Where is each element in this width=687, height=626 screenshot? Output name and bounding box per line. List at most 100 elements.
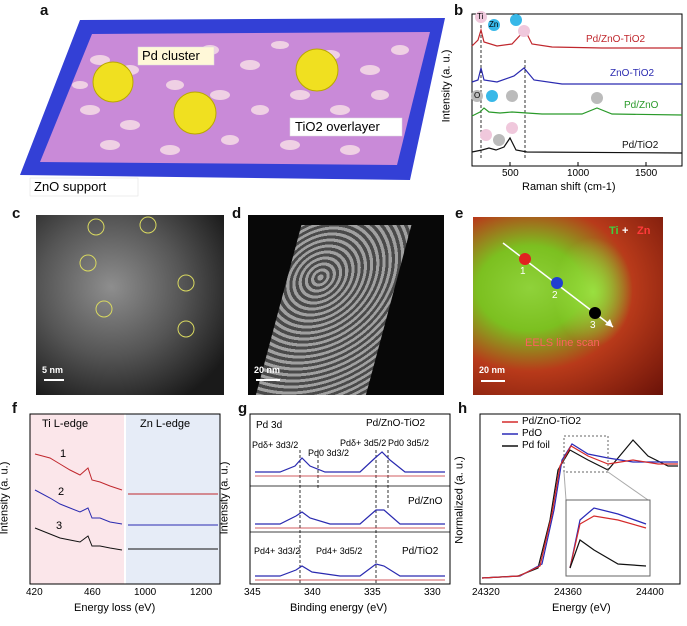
eels-point-1 (519, 253, 531, 265)
panel-a-schematic (20, 18, 445, 197)
xanes-plot (479, 413, 681, 585)
series-zno-tio2 (471, 67, 682, 85)
eels-point-2 (551, 277, 563, 289)
panel-a-label: a (40, 2, 49, 19)
xanes-legend-pd-foil: Pd foil (522, 440, 550, 451)
eels-map-image: Ti + Zn 1 2 3 EELS line scan 20 nm (473, 217, 663, 395)
marker-ti: Ti (477, 12, 484, 21)
xps-peak-pd4-3d32: Pd4+ 3d3/2 (254, 546, 301, 556)
scale-bar-d: 20 nm (254, 365, 281, 375)
raman-markers (471, 11, 603, 146)
eels-point-label-2: 2 (552, 290, 558, 301)
xanes-pd-zno-tio2 (481, 445, 678, 579)
eels-curve-label-3: 3 (56, 520, 63, 532)
xps-xlabel: Binding energy (eV) (290, 602, 388, 614)
eels-line-scan-label: EELS line scan (525, 337, 600, 349)
xanes-legend-pd-zno-tio2: Pd/ZnO-TiO2 (522, 416, 582, 427)
panel-c: c 5 nm (0, 205, 230, 395)
legend-zn: Zn (637, 225, 651, 237)
eels-curve-label-1: 1 (60, 448, 67, 460)
panel-f: f Ti L-edge Zn L-edge 1 2 3 Intensity (a… (0, 400, 230, 626)
xanes-xlabel: Energy (eV) (552, 602, 611, 614)
pd-cluster-label: Pd cluster (142, 48, 200, 63)
xps-peak-pd4-3d52: Pd4+ 3d5/2 (316, 546, 363, 556)
eels-ylabel: Intensity (a. u.) (0, 461, 11, 535)
xanes-pd-foil (481, 439, 678, 579)
eels-curve-label-2: 2 (58, 486, 65, 498)
scale-bar-e: 20 nm (479, 365, 506, 375)
ti-edge-label: Ti L-edge (42, 418, 89, 430)
xps-bot-fit (255, 563, 445, 577)
xps-peak-pd0-3d32: Pd0 3d3/2 (308, 448, 350, 458)
panel-h: h Pd/ZnO-TiO2 PdO Pd foil Normalized (a.… (454, 400, 687, 626)
eels-xtick-1000: 1000 (134, 587, 157, 598)
pd-cluster-label-box (137, 46, 215, 66)
xanes-xtick-24320: 24320 (472, 587, 500, 598)
stem-image-d: 20 nm (248, 215, 444, 395)
panel-g-label: g (238, 400, 248, 417)
xps-xtick-335: 335 (364, 587, 381, 598)
zno-label-box (29, 177, 139, 197)
pd-cluster-3 (295, 48, 339, 92)
raman-plot (471, 11, 683, 167)
xps-xtick-330: 330 (424, 587, 441, 598)
panel-b: b Ti Zn O Pd/ZnO-TiO2 ZnO-TiO2 Pd/ZnO Pd… (440, 0, 687, 200)
panel-d-label: d (232, 205, 242, 222)
panel-b-label: b (454, 2, 464, 19)
marker-zn: Zn (489, 20, 499, 29)
xps-mid-fit (255, 509, 445, 525)
panel-c-label: c (12, 205, 21, 222)
series-pd-zno-tio2 (471, 27, 682, 49)
eels-xtick-460: 460 (84, 587, 101, 598)
xps-top-label: Pd/ZnO-TiO2 (366, 418, 426, 429)
raman-xticks (509, 162, 647, 166)
xps-peak-pd0-3d52: Pd0 3d5/2 (388, 438, 430, 448)
eels-spectra-plot (29, 413, 221, 585)
panel-a: a Pd cluster Ti (0, 0, 450, 200)
series-pd-zno (471, 107, 683, 117)
eels-curve-1 (34, 453, 123, 491)
series-label-zno-tio2: ZnO-TiO2 (610, 68, 655, 79)
xps-mid-label: Pd/ZnO (408, 496, 443, 507)
scale-bar-c: 5 nm (42, 365, 64, 375)
xps-xtick-340: 340 (304, 587, 321, 598)
pd-cluster-1 (92, 61, 134, 103)
stem-image-c: 5 nm (36, 215, 224, 395)
xps-bot-label: Pd/TiO2 (402, 546, 439, 557)
pd-cluster-2 (173, 91, 217, 135)
eels-xtick-420: 420 (26, 587, 43, 598)
xps-top-fit (255, 451, 445, 473)
xanes-xtick-24360: 24360 (554, 587, 582, 598)
xanes-inset (565, 499, 651, 577)
zno-support-label: ZnO support (34, 179, 107, 194)
raman-xtick-500: 500 (502, 168, 519, 179)
eels-xtick-1200: 1200 (190, 587, 213, 598)
xps-xtick-345: 345 (244, 587, 261, 598)
panel-d: d 20 nm (230, 205, 460, 395)
marker-o: O (474, 91, 481, 100)
xps-ylabel: Intensity (a. u.) (218, 461, 231, 535)
xps-plot (249, 413, 451, 585)
series-label-pd-zno-tio2: Pd/ZnO-TiO2 (586, 34, 646, 45)
tio2-overlayer-label: TiO2 overlayer (295, 119, 380, 134)
xps-peak-pd-d-3d32: Pdδ+ 3d3/2 (252, 440, 299, 450)
panel-g: g Pd 3d Pd/ZnO-TiO2 Pdδ+ 3d3/2 Pd0 3d3/2… (218, 400, 458, 626)
legend-ti: Ti (609, 225, 619, 237)
series-pd-tio2 (471, 136, 683, 154)
eels-point-3 (589, 307, 601, 319)
eels-curve-2 (34, 489, 123, 525)
raman-xlabel: Raman shift (cm-1) (522, 181, 616, 193)
panel-h-label: h (458, 400, 468, 417)
pd-cluster-circles (44, 216, 195, 381)
panel-e-label: e (455, 205, 464, 222)
eels-point-label-1: 1 (520, 266, 526, 277)
panel-f-label: f (12, 400, 17, 417)
xanes-legend-pdo: PdO (522, 428, 543, 439)
raman-xtick-1000: 1000 (567, 168, 590, 179)
eels-xlabel: Energy loss (eV) (74, 602, 156, 614)
panel-e: e Ti + Zn 1 2 3 EELS line scan 20 nm (455, 205, 687, 395)
raman-xtick-1500: 1500 (635, 168, 658, 179)
raman-ylabel: Intensity (a. u.) (440, 49, 453, 123)
xanes-xtick-24400: 24400 (636, 587, 664, 598)
tio2-overlayer (40, 32, 430, 165)
